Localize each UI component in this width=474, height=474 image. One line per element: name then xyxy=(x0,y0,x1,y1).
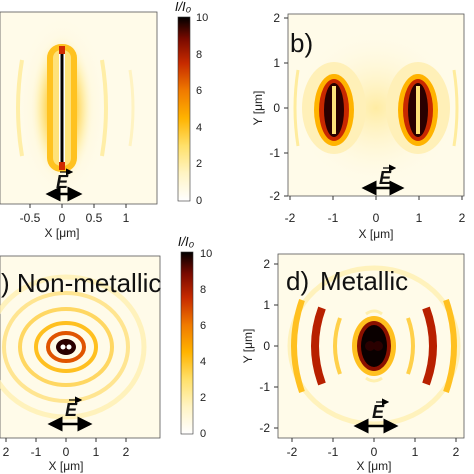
field-vector-label: E xyxy=(379,168,392,188)
colorbar-top: I/I₀ 0 2 4 6 8 10 xyxy=(175,0,208,207)
panel-a: E -0.5 0 0.5 1 X [μm] xyxy=(0,11,158,240)
colorbar-tick: 4 xyxy=(196,122,202,134)
panel-b-x-tick: 0 xyxy=(373,211,380,225)
field-vector-label: E xyxy=(372,402,385,422)
colorbar-tick: 8 xyxy=(196,49,202,61)
panel-d-field-indicator: E xyxy=(353,398,399,434)
panel-a-x-tick: 0 xyxy=(59,211,66,225)
panel-c-x-axis-label: X [μm] xyxy=(49,459,84,473)
panel-b-x-tick: -2 xyxy=(285,211,296,225)
colorbar-tick: 10 xyxy=(196,12,208,24)
panel-c: ) Non-metallic E 2 -1 0 1 2 X [μm] xyxy=(0,255,161,473)
panel-d-y-tick: 2 xyxy=(263,257,270,271)
panel-b-y-tick: 0 xyxy=(273,101,280,115)
panel-b-y-tick: 2 xyxy=(273,11,280,25)
colorbar-gradient xyxy=(177,16,191,202)
panel-d-y-tick: -2 xyxy=(259,421,270,435)
panel-b-y-tick: -1 xyxy=(269,146,280,160)
panel-b-x-axis-label: X [μm] xyxy=(359,227,394,241)
nanorod xyxy=(60,48,64,168)
panel-a-field-indicator: E xyxy=(45,168,83,202)
panel-b-field-indicator: E xyxy=(361,164,405,196)
panel-a-x-tick: 0.5 xyxy=(86,211,103,225)
panel-a-x-axis-label: X [μm] xyxy=(45,226,80,240)
panel-d: d) Metallic E 2 1 0 -1 -2 Y [μm] -2 xyxy=(241,253,465,473)
colorbar-tick: 0 xyxy=(196,195,202,207)
panel-c-x-tick: 0 xyxy=(63,445,70,459)
panel-d-x-tick: 1 xyxy=(412,445,419,459)
panel-c-field-indicator: E xyxy=(47,396,93,432)
panel-b-x-tick: 1 xyxy=(416,211,423,225)
colorbar-tick: 0 xyxy=(200,428,206,440)
panel-b-y-tick: -2 xyxy=(269,189,280,203)
colorbar-header: I/I₀ xyxy=(175,0,192,14)
panel-d-y-tick: 1 xyxy=(263,298,270,312)
panel-d-field-map xyxy=(287,265,461,427)
panel-d-y-tick: -1 xyxy=(259,380,270,394)
colorbar-tick: 2 xyxy=(196,158,202,170)
panel-b-y-axis-label: Y [μm] xyxy=(251,91,265,126)
colorbar-tick: 4 xyxy=(200,356,206,368)
panel-c-x-tick: 1 xyxy=(93,445,100,459)
panel-c-label: ) Non-metallic xyxy=(1,268,161,298)
panel-b-label: b) xyxy=(290,28,313,58)
panel-c-x-tick: 2 xyxy=(3,445,10,459)
colorbar-bottom: I/I₀ 0 2 4 6 8 10 xyxy=(178,234,212,440)
panel-d-x-axis-label: X [μm] xyxy=(357,459,392,473)
panel-d-x-tick: 0 xyxy=(371,445,378,459)
panel-c-x-tick: 2 xyxy=(123,445,130,459)
colorbar-tick: 2 xyxy=(200,392,206,404)
colorbar-tick: 8 xyxy=(200,284,206,296)
panel-a-x-tick: 1 xyxy=(123,211,130,225)
field-vector-label: E xyxy=(56,172,69,192)
panel-a-x-tick: -0.5 xyxy=(20,211,41,225)
colorbar-tick: 6 xyxy=(196,85,202,97)
panel-d-y-axis-label: Y [μm] xyxy=(241,329,255,364)
colorbar-tick: 6 xyxy=(200,320,206,332)
panel-d-title: Metallic xyxy=(320,266,408,296)
panel-b-field-map xyxy=(292,28,460,188)
panel-a-field-map xyxy=(16,14,135,202)
panel-b-x-axis: -2 -1 0 1 2 X [μm] xyxy=(285,196,466,241)
panel-b-y-tick: 1 xyxy=(273,56,280,70)
panel-d-label: d) xyxy=(286,266,309,296)
panel-d-x-tick: -1 xyxy=(328,445,339,459)
field-vector-label: E xyxy=(65,400,78,420)
panel-c-x-tick: -1 xyxy=(31,445,42,459)
panel-c-x-axis: 2 -1 0 1 2 X [μm] xyxy=(3,438,130,473)
colorbar-header: I/I₀ xyxy=(178,234,195,249)
colorbar-tick: 10 xyxy=(200,248,212,260)
panel-d-x-tick: 2 xyxy=(453,445,460,459)
panel-b-y-axis: 2 1 0 -1 -2 Y [μm] xyxy=(251,11,288,203)
panel-b-x-tick: 2 xyxy=(459,211,466,225)
panel-d-x-axis: -2 -1 0 1 2 X [μm] xyxy=(287,438,460,473)
colorbar-gradient xyxy=(180,251,194,435)
panel-b-x-tick: -1 xyxy=(328,211,339,225)
panel-a-x-axis: -0.5 0 0.5 1 X [μm] xyxy=(20,204,130,240)
panel-d-y-axis: 2 1 0 -1 -2 Y [μm] xyxy=(241,257,278,435)
panel-d-y-tick: 0 xyxy=(263,339,270,353)
panel-d-x-tick: -2 xyxy=(287,445,298,459)
panel-b: b) E 2 1 0 -1 -2 Y [μm] -2 -1 0 xyxy=(251,11,466,241)
